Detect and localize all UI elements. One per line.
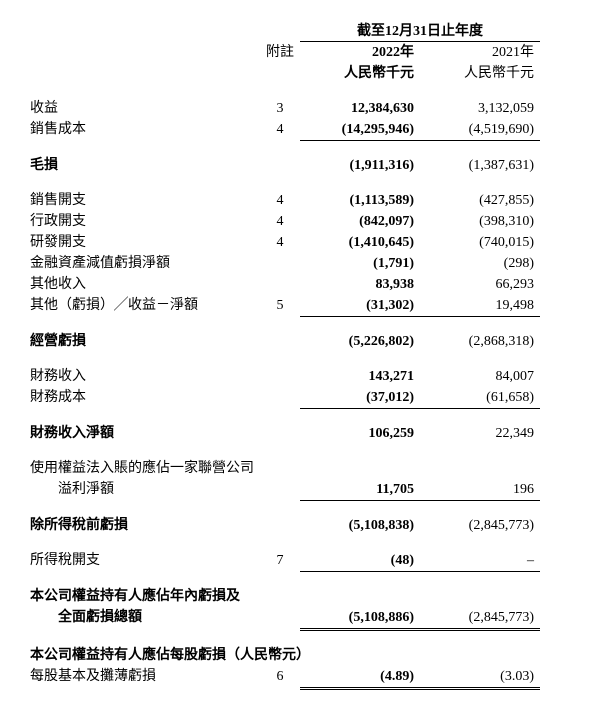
- v22-op-loss: (5,226,802): [300, 331, 420, 352]
- row-other-inc: 其他收入 83,938 66,293: [30, 274, 570, 295]
- row-assoc-line2: 溢利淨額 11,705 196: [30, 479, 570, 501]
- row-tax: 所得稅開支 7 (48) –: [30, 550, 570, 572]
- label-rnd: 研發開支: [30, 232, 260, 253]
- note-other-net: 5: [260, 295, 300, 316]
- row-pretax: 除所得稅前虧損 (5,108,838) (2,845,773): [30, 515, 570, 536]
- row-fin-cost: 財務成本 (37,012) (61,658): [30, 387, 570, 409]
- row-eps: 每股基本及攤薄虧損 6 (4.89) (3.03): [30, 666, 570, 690]
- label-eps: 每股基本及攤薄虧損: [30, 666, 260, 687]
- label-revenue: 收益: [30, 98, 260, 119]
- row-rnd: 研發開支 4 (1,410,645) (740,015): [30, 232, 570, 253]
- year-header-row: 附註 2022年 2021年: [30, 42, 570, 63]
- note-admin: 4: [260, 211, 300, 232]
- label-impair: 金融資產減值虧損淨額: [30, 253, 260, 274]
- label-assoc-line2: 溢利淨額: [30, 479, 260, 500]
- row-assoc-line1: 使用權益法入賬的應佔一家聯營公司: [30, 458, 570, 479]
- row-cogs: 銷售成本 4 (14,295,946) (4,519,690): [30, 119, 570, 141]
- row-admin: 行政開支 4 (842,097) (398,310): [30, 211, 570, 232]
- note-eps: 6: [260, 666, 300, 687]
- unit-2022: 人民幣千元: [300, 63, 420, 84]
- v22-rnd: (1,410,645): [300, 232, 420, 253]
- v22-impair: (1,791): [300, 253, 420, 274]
- label-eps-header: 本公司權益持有人應佔每股虧損（人民幣元）: [30, 645, 570, 666]
- v21-eps: (3.03): [420, 666, 540, 690]
- v22-admin: (842,097): [300, 211, 420, 232]
- period-header: 截至12月31日止年度: [300, 20, 540, 42]
- v21-op-loss: (2,868,318): [420, 331, 540, 352]
- v22-cogs: (14,295,946): [300, 119, 420, 141]
- label-total-line1: 本公司權益持有人應佔年內虧損及: [30, 586, 260, 607]
- v22-fin-cost: (37,012): [300, 387, 420, 409]
- v22-total: (5,108,886): [300, 607, 420, 631]
- v21-gross-loss: (1,387,631): [420, 155, 540, 176]
- label-gross-loss: 毛損: [30, 155, 260, 176]
- label-fin-inc: 財務收入: [30, 366, 260, 387]
- v22-other-net: (31,302): [300, 295, 420, 317]
- note-cogs: 4: [260, 119, 300, 140]
- v21-impair: (298): [420, 253, 540, 274]
- v21-other-inc: 66,293: [420, 274, 540, 295]
- row-eps-header: 本公司權益持有人應佔每股虧損（人民幣元）: [30, 645, 570, 666]
- row-selling: 銷售開支 4 (1,113,589) (427,855): [30, 190, 570, 211]
- label-other-inc: 其他收入: [30, 274, 260, 295]
- unit-header-row: 人民幣千元 人民幣千元: [30, 63, 570, 84]
- row-total-line2: 全面虧損總額 (5,108,886) (2,845,773): [30, 607, 570, 631]
- note-rnd: 4: [260, 232, 300, 253]
- unit-2021: 人民幣千元: [420, 63, 540, 84]
- v21-fin-inc: 84,007: [420, 366, 540, 387]
- v21-assoc: 196: [420, 479, 540, 501]
- row-revenue: 收益 3 12,384,630 3,132,059: [30, 98, 570, 119]
- v22-tax: (48): [300, 550, 420, 572]
- v22-fin-inc: 143,271: [300, 366, 420, 387]
- row-impair: 金融資產減值虧損淨額 (1,791) (298): [30, 253, 570, 274]
- row-other-net: 其他（虧損）╱收益－淨額 5 (31,302) 19,498: [30, 295, 570, 317]
- v21-cogs: (4,519,690): [420, 119, 540, 141]
- v21-total: (2,845,773): [420, 607, 540, 631]
- v22-gross-loss: (1,911,316): [300, 155, 420, 176]
- row-gross-loss: 毛損 (1,911,316) (1,387,631): [30, 155, 570, 176]
- row-op-loss: 經營虧損 (5,226,802) (2,868,318): [30, 331, 570, 352]
- v22-fin-net: 106,259: [300, 423, 420, 444]
- v21-other-net: 19,498: [420, 295, 540, 317]
- label-cogs: 銷售成本: [30, 119, 260, 140]
- v22-assoc: 11,705: [300, 479, 420, 501]
- label-selling: 銷售開支: [30, 190, 260, 211]
- v21-revenue: 3,132,059: [420, 98, 540, 119]
- row-fin-net: 財務收入淨額 106,259 22,349: [30, 423, 570, 444]
- label-fin-net: 財務收入淨額: [30, 423, 260, 444]
- v21-tax: –: [420, 550, 540, 572]
- label-tax: 所得稅開支: [30, 550, 260, 571]
- v22-eps: (4.89): [300, 666, 420, 690]
- v21-fin-cost: (61,658): [420, 387, 540, 409]
- label-admin: 行政開支: [30, 211, 260, 232]
- v22-pretax: (5,108,838): [300, 515, 420, 536]
- note-tax: 7: [260, 550, 300, 571]
- label-other-net: 其他（虧損）╱收益－淨額: [30, 295, 260, 316]
- label-op-loss: 經營虧損: [30, 331, 260, 352]
- col-2021-header: 2021年: [420, 42, 540, 63]
- v21-rnd: (740,015): [420, 232, 540, 253]
- label-fin-cost: 財務成本: [30, 387, 260, 408]
- row-fin-inc: 財務收入 143,271 84,007: [30, 366, 570, 387]
- v21-selling: (427,855): [420, 190, 540, 211]
- col-note-header: 附註: [260, 42, 300, 63]
- note-revenue: 3: [260, 98, 300, 119]
- v22-revenue: 12,384,630: [300, 98, 420, 119]
- col-2022-header: 2022年: [300, 42, 420, 63]
- label-total-line2: 全面虧損總額: [30, 607, 260, 628]
- v21-pretax: (2,845,773): [420, 515, 540, 536]
- v21-fin-net: 22,349: [420, 423, 540, 444]
- row-total-line1: 本公司權益持有人應佔年內虧損及: [30, 586, 570, 607]
- label-pretax: 除所得稅前虧損: [30, 515, 260, 536]
- label-assoc-line1: 使用權益法入賬的應佔一家聯營公司: [30, 458, 260, 479]
- v22-selling: (1,113,589): [300, 190, 420, 211]
- note-selling: 4: [260, 190, 300, 211]
- v22-other-inc: 83,938: [300, 274, 420, 295]
- v21-admin: (398,310): [420, 211, 540, 232]
